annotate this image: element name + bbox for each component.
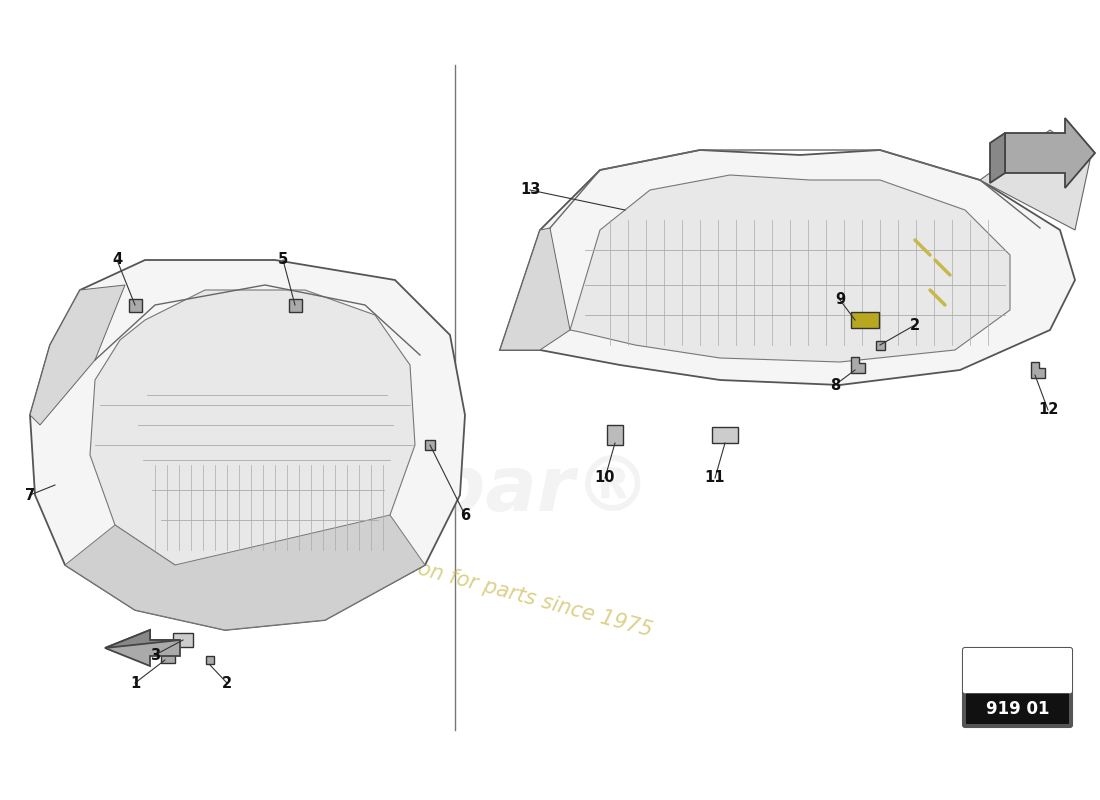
- Text: 919 01: 919 01: [986, 699, 1049, 718]
- Text: 2: 2: [222, 675, 232, 690]
- FancyBboxPatch shape: [962, 648, 1072, 694]
- Polygon shape: [500, 150, 1075, 385]
- Polygon shape: [990, 133, 1005, 183]
- Polygon shape: [161, 647, 175, 663]
- Polygon shape: [851, 357, 865, 373]
- Polygon shape: [30, 285, 125, 425]
- Text: 12: 12: [1037, 402, 1058, 418]
- Polygon shape: [500, 228, 570, 350]
- Text: 7: 7: [25, 487, 35, 502]
- Bar: [288, 298, 301, 311]
- Polygon shape: [1031, 362, 1045, 378]
- Polygon shape: [570, 175, 1010, 362]
- Bar: [965, 691, 1070, 725]
- Text: 8: 8: [829, 378, 840, 393]
- Text: a passion for parts since 1975: a passion for parts since 1975: [345, 539, 654, 641]
- Text: 1: 1: [130, 675, 140, 690]
- Text: 5: 5: [278, 253, 288, 267]
- Bar: [607, 425, 623, 445]
- Bar: [851, 312, 879, 328]
- Bar: [712, 427, 738, 443]
- Text: 11: 11: [705, 470, 725, 486]
- Polygon shape: [1005, 118, 1094, 188]
- Bar: [206, 656, 214, 664]
- Text: 10: 10: [595, 470, 615, 486]
- Polygon shape: [65, 515, 425, 630]
- Text: eurospar®: eurospar®: [189, 453, 651, 527]
- Text: 13: 13: [520, 182, 540, 198]
- Polygon shape: [104, 630, 180, 648]
- Text: 6: 6: [460, 507, 470, 522]
- Text: 2: 2: [910, 318, 920, 333]
- Bar: [876, 341, 884, 350]
- Text: 4: 4: [112, 253, 122, 267]
- Polygon shape: [980, 130, 1090, 230]
- Polygon shape: [30, 260, 465, 630]
- Bar: [425, 440, 435, 450]
- FancyBboxPatch shape: [962, 648, 1072, 727]
- Polygon shape: [90, 290, 415, 580]
- Polygon shape: [104, 630, 180, 666]
- Bar: [129, 298, 142, 311]
- Bar: [173, 633, 192, 647]
- Text: 3: 3: [150, 647, 161, 662]
- Text: 9: 9: [835, 293, 845, 307]
